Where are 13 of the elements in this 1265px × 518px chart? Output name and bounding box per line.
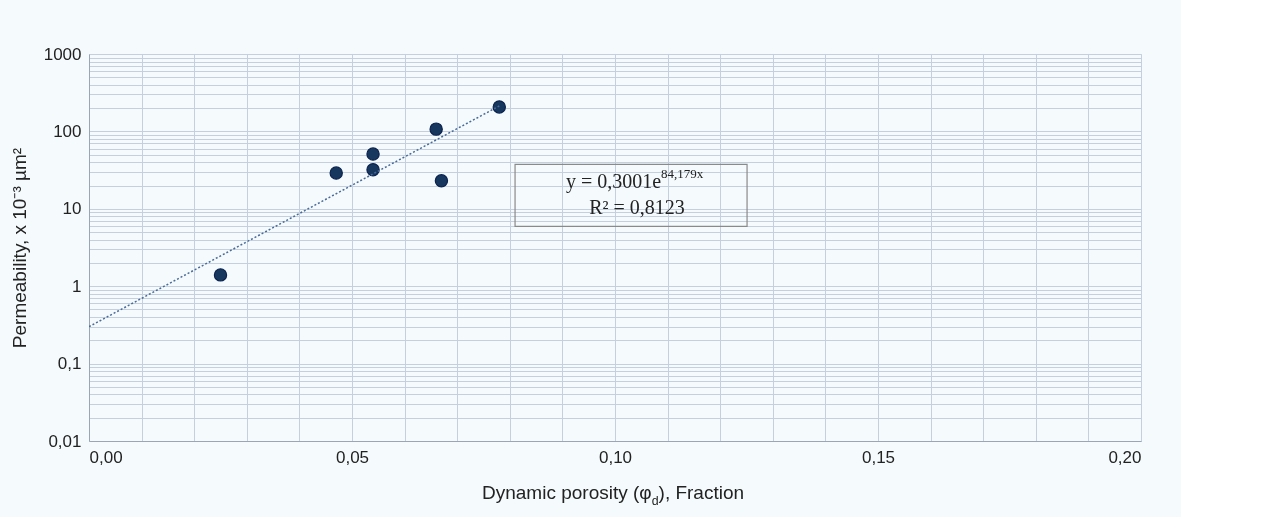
x-tick-label: 0,05	[335, 447, 370, 467]
y-tick-label: 100	[53, 121, 82, 141]
y-tick-label: 1000	[43, 44, 82, 64]
y-tick-label: 10	[62, 199, 82, 219]
y-tick-label: 0,01	[48, 431, 82, 451]
y-axis-title: Permeability, x 10⁻³ µm²	[8, 147, 30, 349]
x-tick-label: 0,20	[1108, 447, 1142, 467]
annotation: R² = 0,8123	[589, 196, 685, 219]
y-tick-label: 1	[72, 276, 82, 296]
x-tick-label: 0,15	[861, 447, 896, 467]
x-tick-label: 0,10	[598, 447, 633, 467]
x-tick-label: 0,00	[89, 447, 123, 467]
y-tick-label: 0,1	[57, 354, 82, 374]
